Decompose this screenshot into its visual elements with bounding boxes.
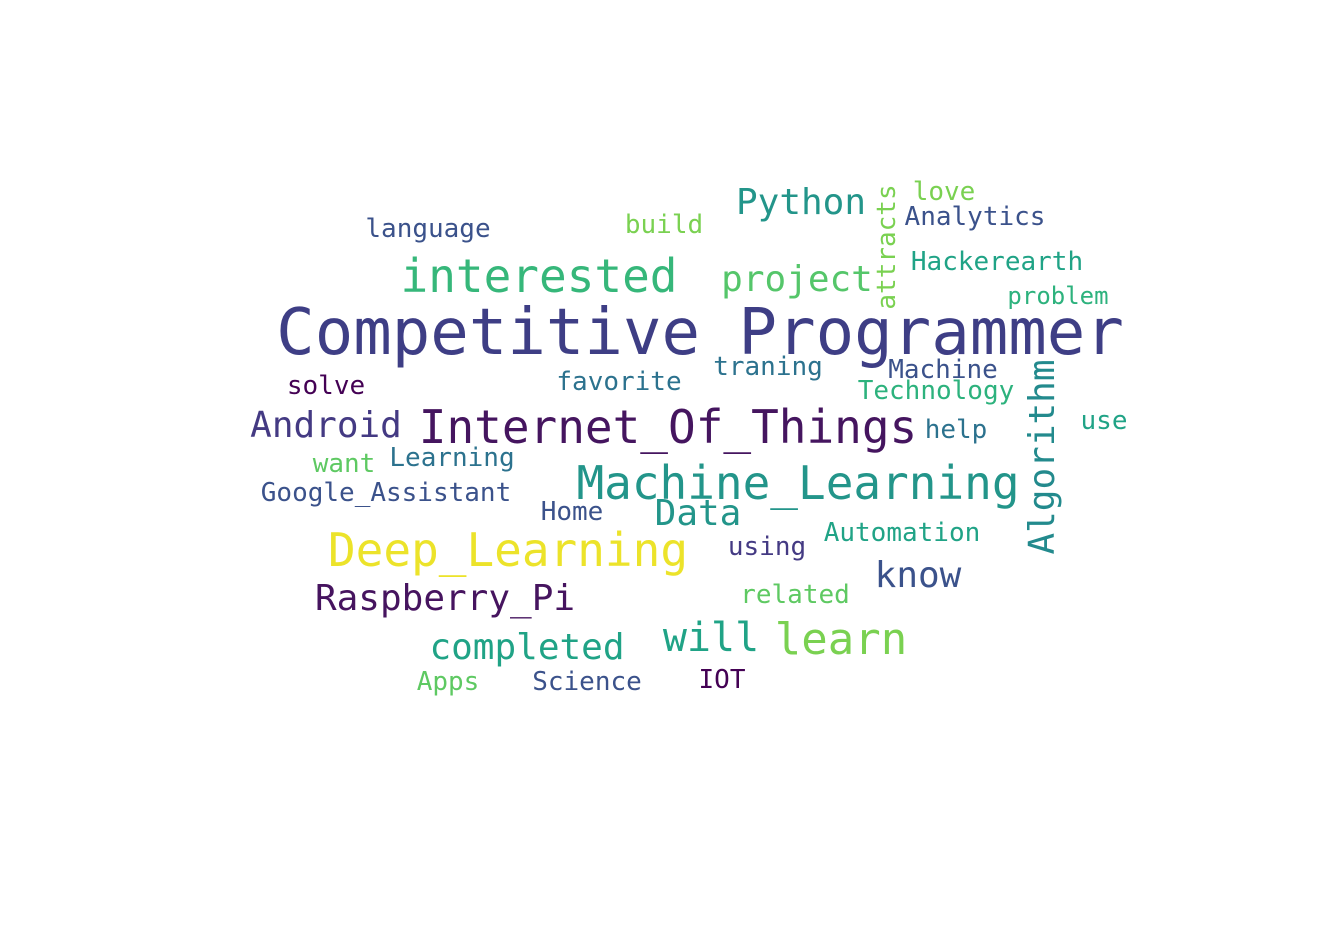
- word-apps: Apps: [416, 667, 480, 697]
- word-google-assistant: Google_Assistant: [260, 478, 512, 508]
- word-favorite: favorite: [556, 367, 682, 397]
- word-science: Science: [532, 667, 642, 697]
- word-iot: IOT: [698, 665, 746, 695]
- word-competitive-programmer: Competitive Programmer: [276, 296, 1124, 370]
- word-solve: solve: [286, 371, 366, 401]
- word-deep-learning: Deep_Learning: [327, 523, 689, 577]
- word-machine-learning-big: Machine_Learning: [576, 456, 1020, 510]
- word-want: want: [312, 449, 376, 479]
- word-use: use: [1080, 406, 1128, 436]
- word-learning: Learning: [389, 443, 515, 473]
- word-analytics: Analytics: [904, 202, 1046, 232]
- word-algorithm: Algorithm: [1022, 359, 1063, 555]
- word-traning: traning: [713, 352, 823, 382]
- word-internet-of-things: Internet_Of_Things: [418, 400, 918, 454]
- word-machine: Machine: [888, 355, 998, 385]
- word-will: will: [662, 615, 760, 661]
- word-love: love: [912, 177, 976, 207]
- word-data: Data: [654, 493, 742, 534]
- word-build: build: [624, 210, 704, 240]
- word-language: language: [365, 214, 491, 244]
- word-interested: interested: [400, 249, 678, 303]
- word-hackerearth: Hackerearth: [910, 247, 1084, 277]
- word-know: know: [874, 555, 962, 596]
- word-python: Python: [735, 182, 867, 223]
- word-automation: Automation: [823, 518, 981, 548]
- word-help: help: [924, 415, 988, 445]
- word-problem: problem: [1007, 282, 1109, 310]
- word-project: project: [721, 259, 873, 300]
- word-raspberry-pi: Raspberry_Pi: [314, 578, 576, 619]
- word-home: Home: [540, 497, 604, 527]
- word-technology: Technology: [857, 376, 1015, 406]
- word-attracts: attracts: [872, 184, 902, 310]
- word-using: using: [727, 532, 807, 562]
- word-learn: learn: [774, 614, 908, 665]
- word-related: related: [740, 580, 850, 610]
- word-android: Android: [250, 405, 402, 446]
- word-completed: completed: [429, 627, 625, 668]
